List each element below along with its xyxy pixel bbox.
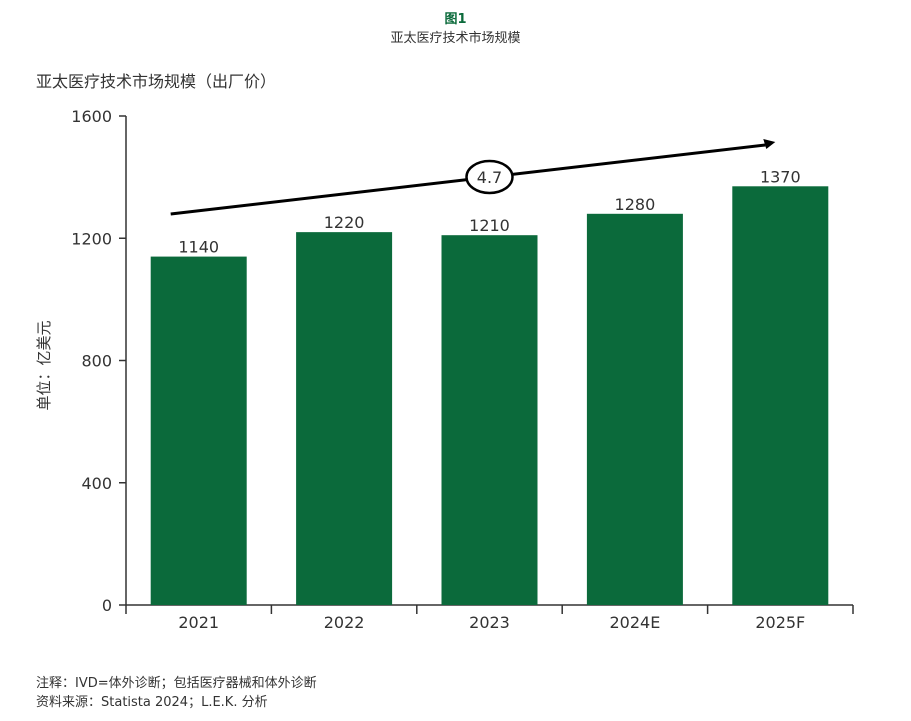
axes: 0 400 800 1200 1600 xyxy=(71,107,854,615)
y-axis-label: 单位：亿美元 xyxy=(35,320,53,410)
chart-title: 亚太医疗技术市场规模（出厂价） xyxy=(36,72,277,91)
bar xyxy=(296,232,393,605)
y-tick-label: 1200 xyxy=(71,229,112,248)
source-text: 资料来源：Statista 2024；L.E.K. 分析 xyxy=(36,695,268,710)
cagr-label: 4.7 xyxy=(477,168,502,187)
figure-number: 图1 xyxy=(444,12,467,27)
x-tick-label: 2023 xyxy=(469,613,510,632)
arrowhead-icon xyxy=(763,139,776,149)
bars: 1140 2021 1220 2022 1210 2023 1280 2024E 1370 202… xyxy=(150,167,829,632)
y-tick-label: 800 xyxy=(81,352,112,371)
bar-value-label: 1210 xyxy=(469,216,510,235)
bar xyxy=(732,186,829,605)
x-tick-label: 2025F xyxy=(755,613,805,632)
bar xyxy=(586,213,683,606)
x-tick-label: 2022 xyxy=(324,613,365,632)
y-tick-label: 400 xyxy=(81,474,112,493)
x-tick-label: 2021 xyxy=(178,613,219,632)
bar-value-label: 1370 xyxy=(760,167,801,186)
y-tick-label: 1600 xyxy=(71,107,112,126)
bar-value-label: 1140 xyxy=(178,238,219,257)
y-tick-label: 0 xyxy=(102,596,112,615)
x-tick-label: 2024E xyxy=(609,613,660,632)
bar-value-label: 1280 xyxy=(615,195,656,214)
figure-title: 亚太医疗技术市场规模 xyxy=(390,31,521,46)
cagr-ellipse xyxy=(465,159,514,195)
bar xyxy=(441,235,538,605)
bar-value-label: 1220 xyxy=(324,213,365,232)
note-text: 注释：IVD=体外诊断；包括医疗器械和体外诊断 xyxy=(36,676,317,691)
trend-annotation: 4.7 xyxy=(170,139,776,216)
bar xyxy=(150,256,247,605)
y-axis-label-group: 单位：亿美元 xyxy=(35,320,53,410)
footnotes: 注释：IVD=体外诊断；包括医疗器械和体外诊断 资料来源：Statista 20… xyxy=(36,674,317,712)
